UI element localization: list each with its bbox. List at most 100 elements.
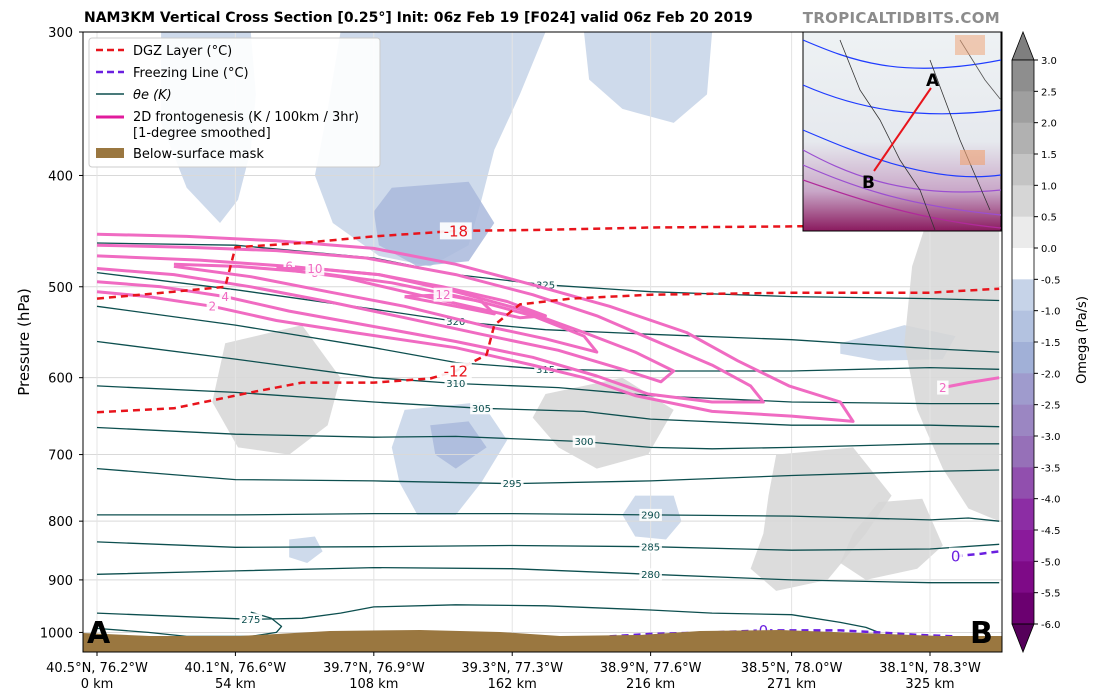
- colorbar-tick-label: 0.0: [1041, 244, 1057, 255]
- colorbar-tick-label: -1.5: [1041, 338, 1061, 349]
- omega-region-positive: [212, 325, 341, 455]
- x-tick-distance: 325 km: [905, 677, 954, 692]
- colorbar-tick-label: -0.5: [1041, 275, 1061, 286]
- freezing-label-bg: [948, 547, 963, 565]
- theta-e-label: 300: [574, 437, 593, 448]
- theta-e-line: [96, 566, 1000, 584]
- below-surface-mask: [83, 630, 1002, 652]
- x-tick-coord: 38.9°N, 77.6°W: [600, 661, 702, 676]
- y-tick-label: 700: [48, 449, 73, 464]
- x-tick-distance: 216 km: [626, 677, 675, 692]
- inset-label-b: B: [862, 173, 875, 193]
- frontogenesis-line: [96, 232, 855, 423]
- theta-e-label-bg: [239, 613, 263, 626]
- page-title: NAM3KM Vertical Cross Section [0.25°] In…: [84, 10, 753, 26]
- theta-e-label: 305: [472, 404, 491, 415]
- x-tick-distance: 54 km: [215, 677, 256, 692]
- frontogenesis-label: 12: [435, 288, 450, 302]
- colorbar-segment: [1012, 342, 1034, 374]
- credit-watermark: TROPICALTIDBITS.COM: [802, 9, 1000, 27]
- theta-e-label-bg: [639, 508, 662, 521]
- colorbar-tick-label: -4.5: [1041, 526, 1061, 537]
- inset-section-line: [873, 87, 932, 172]
- y-tick-label: 1000: [40, 626, 73, 641]
- dgz-line: [96, 287, 1000, 414]
- x-tick-coord: 38.5°N, 78.0°W: [741, 661, 843, 676]
- colorbar-segment: [1012, 122, 1034, 155]
- x-tick-coord: 40.1°N, 76.6°W: [185, 661, 287, 676]
- colorbar-extend-top: [1011, 30, 1035, 61]
- colorbar-tick-label: -4.0: [1041, 495, 1061, 506]
- legend-label-fronto: 2D frontogenesis (K / 100km / 3hr): [133, 110, 359, 125]
- theta-e-line: [96, 541, 1000, 551]
- theta-e-line: [96, 385, 1000, 428]
- colorbar-segment: [1012, 498, 1034, 531]
- theta-e-label: 320: [446, 317, 465, 328]
- frontogenesis-label-bg: [219, 289, 231, 304]
- omega-region-negative: [584, 32, 713, 123]
- colorbar-tick-label: -5.0: [1041, 557, 1061, 568]
- y-tick-label: 400: [48, 169, 73, 184]
- frontogenesis-label-bg: [937, 380, 949, 395]
- legend-label-fronto-sub: [1-degree smoothed]: [133, 126, 271, 141]
- theta-e-label-bg: [444, 377, 468, 390]
- colorbar-segment: [1012, 373, 1034, 406]
- colorbar-tick-label: -2.0: [1041, 369, 1061, 380]
- colorbar-segment: [1012, 185, 1034, 218]
- colorbar-tick-label: 0.5: [1041, 213, 1057, 224]
- colorbar-tick-label: -3.0: [1041, 432, 1061, 443]
- colorbar-segment: [1012, 310, 1034, 343]
- frontogenesis-label: 4: [221, 290, 229, 304]
- theta-e-label: 275: [241, 615, 260, 626]
- y-tick-label: 300: [48, 26, 73, 41]
- freezing-line: [955, 550, 1000, 558]
- frontogenesis-label-bg: [433, 287, 453, 302]
- colorbar-segment: [1012, 404, 1034, 437]
- frontogenesis-label: 2: [209, 300, 217, 314]
- legend-label-theta: θe (K): [133, 88, 172, 103]
- omega-region-negative: [430, 421, 487, 469]
- frontogenesis-label-bg: [283, 259, 295, 274]
- theta-e-line: [96, 426, 1000, 450]
- x-tick-coord: 40.5°N, 76.2°W: [46, 661, 148, 676]
- colorbar-tick-label: 2.0: [1041, 119, 1057, 130]
- theta-e-label: 290: [641, 510, 660, 521]
- dgz-label: -18: [444, 222, 469, 240]
- colorbar-tick-label: 1.0: [1041, 181, 1057, 192]
- colorbar-segment: [1012, 436, 1034, 468]
- colorbar-tick-label: 1.5: [1041, 150, 1057, 161]
- colorbar-segment: [1012, 154, 1034, 186]
- x-tick-distance: 271 km: [767, 677, 816, 692]
- dgz-lines: -18 -12: [96, 221, 1000, 414]
- colorbar-tick-label: 2.5: [1041, 87, 1057, 98]
- endpoint-label-a: A: [87, 616, 111, 651]
- legend-label-mask: Below-surface mask: [133, 147, 264, 162]
- y-axis-label: Pressure (hPa): [15, 288, 33, 396]
- colorbar-segment: [1012, 530, 1034, 562]
- omega-region-positive: [750, 447, 892, 591]
- omega-region-negative: [289, 536, 323, 563]
- frontogenesis-label: 10: [307, 262, 322, 276]
- colorbar-tick-label: -6.0: [1041, 620, 1061, 631]
- frontogenesis-label-bg: [206, 299, 219, 314]
- theta-e-line: [96, 340, 1000, 405]
- frontogenesis-label: 2: [939, 381, 947, 395]
- frontogenesis-label-bg: [305, 261, 325, 276]
- x-tick-coord: 39.3°N, 77.3°W: [461, 661, 563, 676]
- x-tick-distance: 162 km: [488, 677, 537, 692]
- endpoint-label-b: B: [970, 616, 993, 651]
- omega-region-negative: [373, 181, 495, 267]
- legend: DGZ Layer (°C) Freezing Line (°C) θe (K)…: [88, 37, 381, 168]
- x-tick-coord: 38.1°N, 78.3°W: [879, 661, 981, 676]
- colorbar-segment: [1012, 279, 1034, 312]
- theta-e-contours: 275 280 285 290 295 300 305 310 315 320 325: [96, 242, 1000, 638]
- colorbar-segment: [1012, 592, 1034, 625]
- dgz-label-bg: [439, 222, 472, 240]
- colorbar-segment: [1012, 91, 1034, 124]
- y-tick-label: 800: [48, 515, 73, 530]
- theta-e-label-bg: [500, 477, 524, 490]
- theta-e-label: 315: [536, 365, 555, 376]
- theta-e-label: 325: [536, 280, 555, 291]
- colorbar-segment: [1012, 561, 1034, 594]
